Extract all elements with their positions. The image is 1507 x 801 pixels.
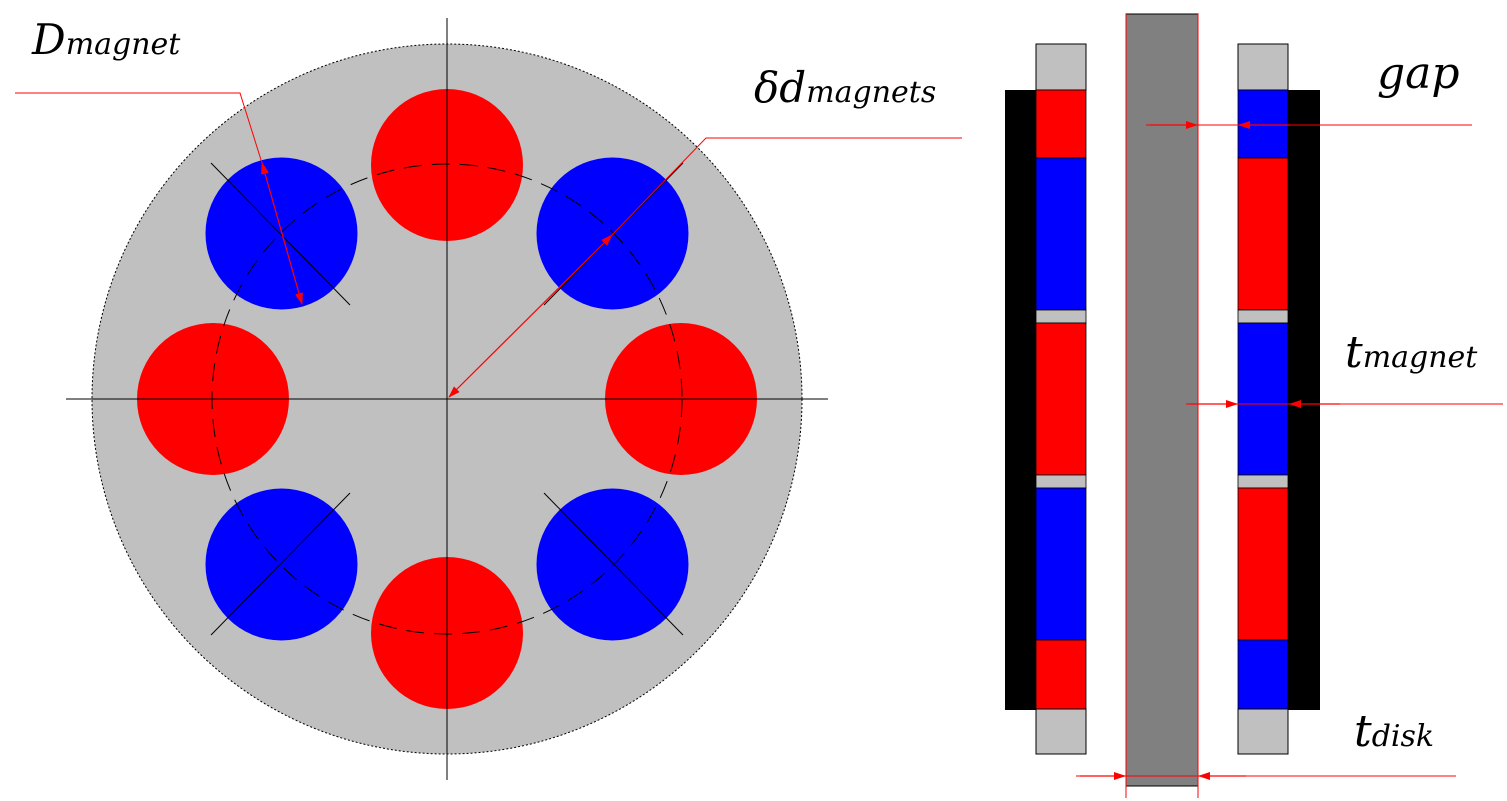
- tick-lower-right: [543, 492, 684, 636]
- right-magnet-stack: [1237, 89, 1289, 711]
- right-back-iron: [1288, 90, 1320, 710]
- left-segment-south-2: [1035, 157, 1087, 311]
- d-magnet-dimension: [15, 92, 303, 305]
- t-disk-label-sub: disk: [1372, 719, 1434, 754]
- right-spacer-2: [1237, 309, 1289, 324]
- t-disk-label: tdisk: [1354, 706, 1434, 757]
- delta-d-label-main: δd: [754, 63, 806, 112]
- extension-lines: [1125, 14, 1199, 798]
- left-spacer-top: [1035, 43, 1087, 91]
- delta-d-label-sub: magnets: [806, 75, 936, 110]
- t-magnet-label-main: t: [1345, 327, 1363, 378]
- left-segment-north-5: [1035, 639, 1087, 711]
- t-disk-label-main: t: [1354, 706, 1372, 757]
- right-spacer-top: [1237, 43, 1289, 91]
- delta-d-magnets-dimension: [448, 137, 962, 398]
- right-rotor: [1237, 43, 1320, 755]
- d-magnet-leader: [15, 92, 263, 164]
- d-magnet-arrow: [261, 162, 303, 305]
- center-disk: [1125, 13, 1199, 787]
- d-magnet-label-main: D: [31, 15, 66, 64]
- left-back-iron: [1005, 90, 1037, 710]
- right-segment-south-1: [1237, 89, 1289, 159]
- side-view: gap tmagnet tdisk: [1005, 13, 1503, 798]
- left-rotor: [1005, 43, 1087, 755]
- d-magnet-label-sub: magnet: [66, 27, 182, 62]
- left-segment-south-4: [1035, 487, 1087, 641]
- left-magnet-stack: [1035, 89, 1087, 711]
- delta-d-arrow: [448, 234, 613, 398]
- left-spacer-3: [1035, 474, 1087, 489]
- tick-lower-left: [210, 492, 351, 636]
- right-spacer-bottom: [1237, 708, 1289, 755]
- left-spacer-2: [1035, 309, 1087, 324]
- gap-label: gap: [1377, 48, 1460, 99]
- t-magnet-label-sub: magnet: [1363, 340, 1479, 375]
- right-spacer-3: [1237, 474, 1289, 489]
- right-segment-north-4: [1237, 487, 1289, 641]
- right-segment-south-5: [1237, 639, 1289, 711]
- front-view: Dmagnet δdmagnets: [15, 15, 962, 780]
- delta-d-leader: [611, 137, 962, 236]
- left-spacer-bottom: [1035, 708, 1087, 755]
- left-segment-north-1: [1035, 89, 1087, 159]
- delta-d-magnets-label: δdmagnets: [754, 63, 936, 112]
- left-segment-north-3: [1035, 322, 1087, 476]
- right-segment-south-3: [1237, 322, 1289, 476]
- d-magnet-label: Dmagnet: [31, 15, 181, 64]
- t-magnet-label: tmagnet: [1345, 327, 1478, 378]
- right-segment-north-2: [1237, 157, 1289, 311]
